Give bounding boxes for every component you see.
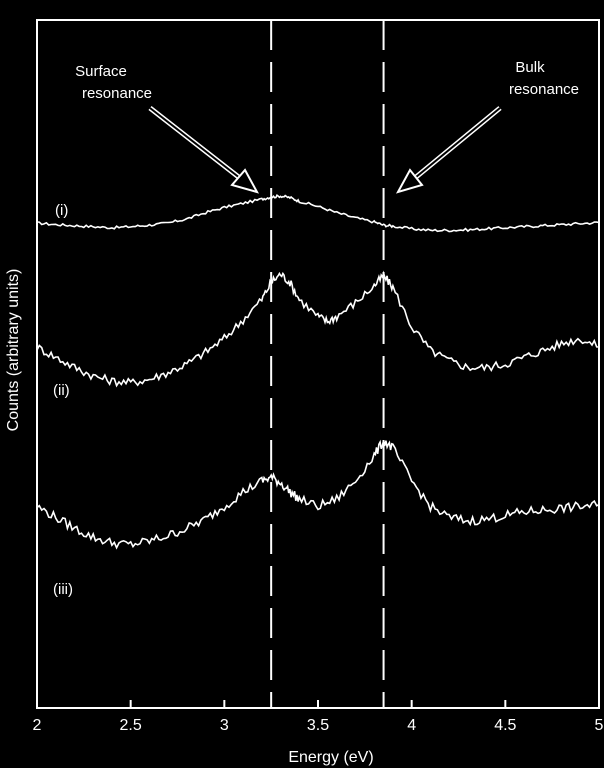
y-axis-label: Counts (arbitrary units) <box>5 269 22 432</box>
x-tick-label-6: 5 <box>595 717 604 734</box>
x-tick-label-1: 2.5 <box>120 717 142 734</box>
annotation-bulk-line2: resonance <box>509 81 579 98</box>
x-axis-label: Energy (eV) <box>288 749 373 766</box>
bulk-arrow <box>395 106 502 194</box>
x-tick-label-5: 4.5 <box>494 717 516 734</box>
series-line-1 <box>36 193 600 233</box>
series-line-2 <box>36 270 600 388</box>
x-tick-label-0: 2 <box>33 717 42 734</box>
x-axis-ticks: 2 2.5 3 3.5 4 4.5 5 <box>33 700 604 734</box>
annotation-surface-line1: Surface <box>75 63 127 80</box>
series-line-3 <box>36 439 600 550</box>
series-layer <box>36 193 600 550</box>
series-label-i: (i) <box>55 202 68 219</box>
x-tick-label-2: 3 <box>220 717 229 734</box>
x-tick-label-4: 4 <box>407 717 416 734</box>
series-label-ii: (ii) <box>53 382 70 399</box>
surface-arrow <box>148 106 260 194</box>
x-tick-label-3: 3.5 <box>307 717 329 734</box>
annotation-bulk-line1: Bulk <box>515 59 545 76</box>
plot-frame <box>36 19 600 709</box>
reference-lines <box>270 20 385 708</box>
annotation-surface-line2: resonance <box>82 85 152 102</box>
series-label-iii: (iii) <box>53 581 73 598</box>
